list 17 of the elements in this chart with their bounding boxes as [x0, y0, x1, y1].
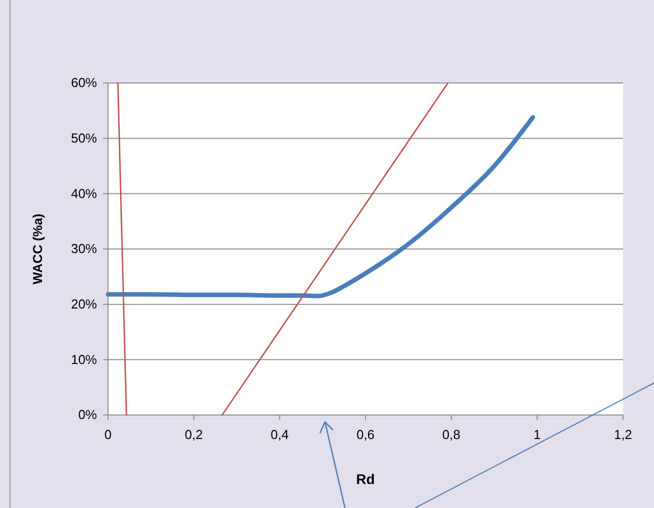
- x-axis-title: Rd: [356, 471, 375, 487]
- y-tick-label: 60%: [70, 75, 98, 90]
- x-tick-label: 0,8: [442, 427, 460, 442]
- x-tick-label: 1: [534, 427, 541, 442]
- x-tick-label: 0,2: [184, 427, 203, 442]
- y-tick-label: 0%: [78, 407, 98, 422]
- y-tick-label: 50%: [70, 130, 98, 146]
- line-series: [106, 115, 536, 298]
- x-tick-label: 0,4: [270, 427, 289, 442]
- y-tick-label: 30%: [70, 241, 98, 256]
- y-tick-label: 10%: [70, 352, 98, 367]
- x-tick-label: 0,6: [356, 427, 375, 442]
- x-tick-label: 1,2: [614, 427, 632, 442]
- y-tick-label: 20%: [70, 296, 98, 312]
- y-tick-label: 40%: [70, 186, 98, 201]
- x-tick-label: 0: [104, 427, 112, 442]
- y-axis-title: WACC (%a): [30, 214, 45, 284]
